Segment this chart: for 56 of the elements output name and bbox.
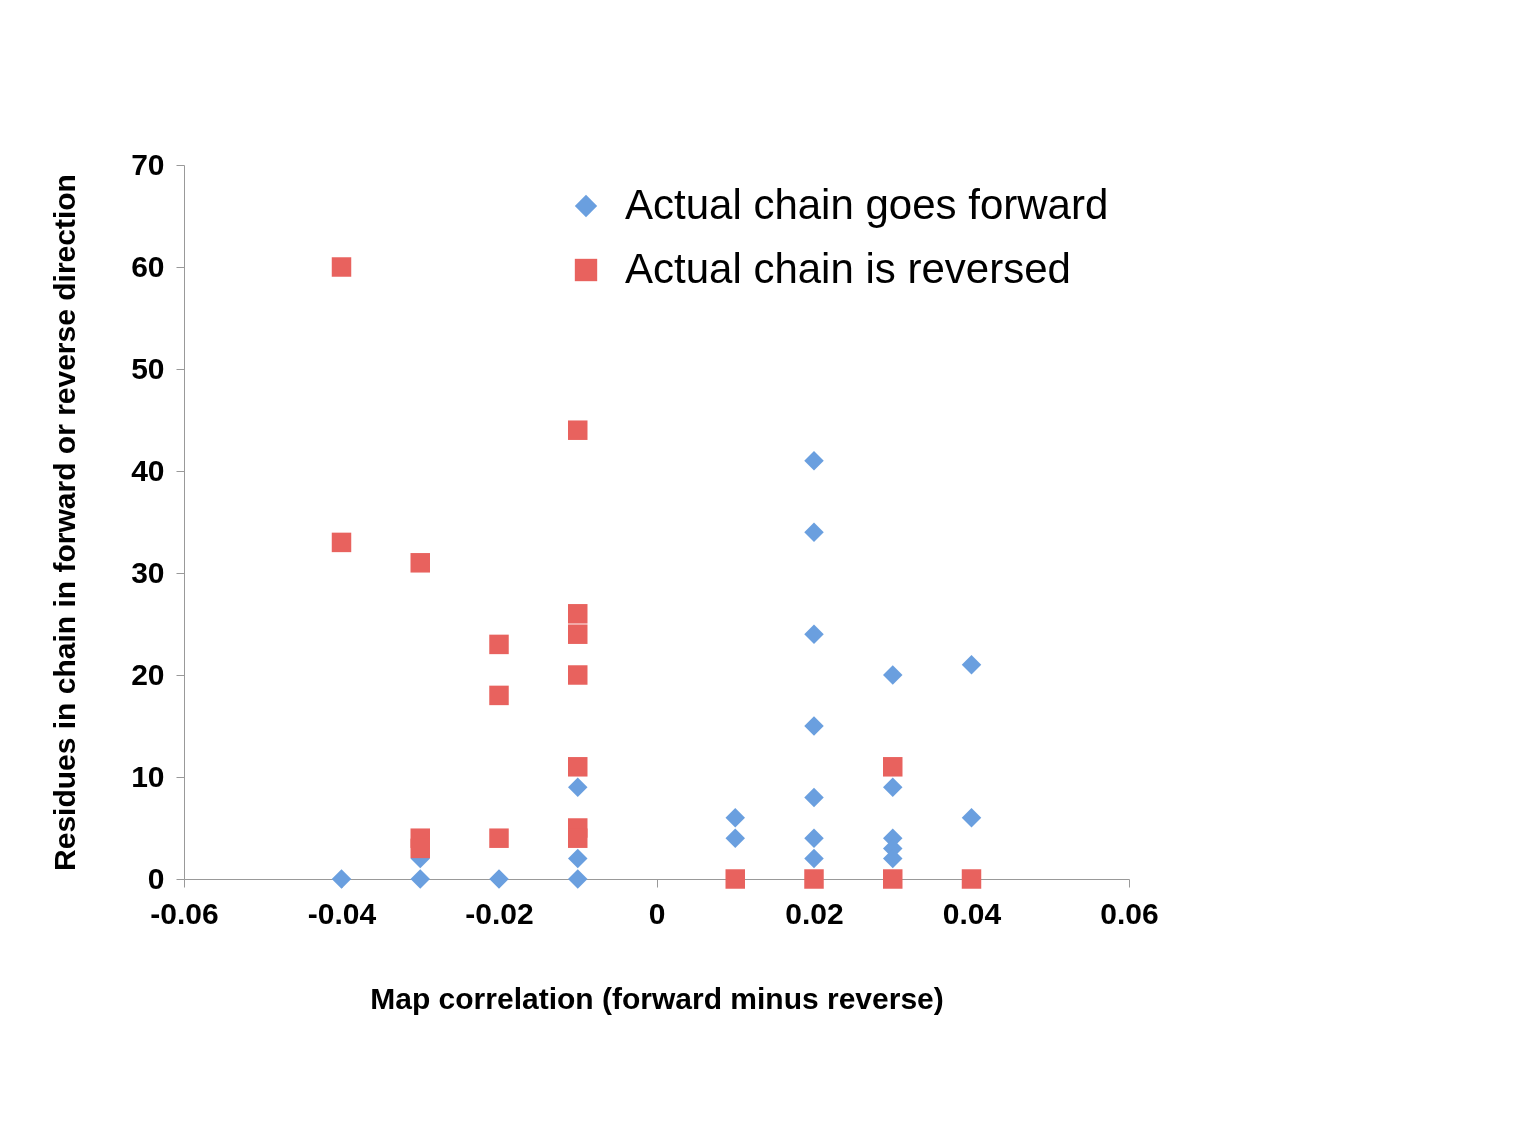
y-tick-label: 50 [131,351,165,385]
point [883,777,903,797]
point [725,869,745,889]
x-tick-label: -0.04 [307,896,377,930]
point [568,777,588,797]
point [725,808,745,828]
point [489,869,509,889]
point [804,848,824,869]
y-tick-label: 60 [131,249,165,283]
point [883,665,903,685]
x-tick-label: 0 [648,896,666,930]
y-axis-title: Residues in chain in forward or reverse direction [48,174,82,871]
point [410,838,430,859]
point [568,828,588,848]
point [883,869,903,889]
point [410,869,430,889]
y-tick-label: 70 [131,147,165,181]
point [961,808,982,828]
point [568,848,588,869]
point [331,869,352,889]
point [489,685,509,706]
y-tick-label: 20 [131,657,165,691]
point [725,828,745,848]
point [961,655,982,675]
y-tick-label: 40 [131,453,165,487]
point [568,757,588,777]
point [804,828,824,848]
point [410,553,430,573]
point [804,522,824,542]
legend-label: Actual chain goes forward [625,181,1109,228]
point [568,624,588,644]
x-tick-label: 0.04 [942,896,1002,930]
legend-label: Actual chain is reversed [625,245,1071,292]
point [568,420,588,440]
point [568,604,588,624]
point [804,716,824,736]
point [331,532,352,553]
point [804,869,824,889]
point [568,665,588,685]
x-tick-label: -0.06 [150,896,219,930]
y-tick-label: 0 [147,861,165,895]
point [568,869,588,889]
point [804,624,824,644]
point [804,451,824,471]
point [961,869,982,889]
x-tick-label: 0.06 [1100,896,1159,930]
point [804,787,824,808]
y-tick-label: 30 [131,555,165,589]
point [883,757,903,777]
x-tick-label: 0.02 [785,896,844,930]
point [331,257,352,277]
point [489,634,509,655]
x-tick-label: -0.02 [465,896,534,930]
y-tick-label: 10 [131,759,165,793]
point [489,828,509,848]
x-axis-title: Map correlation (forward minus reverse) [370,981,944,1015]
